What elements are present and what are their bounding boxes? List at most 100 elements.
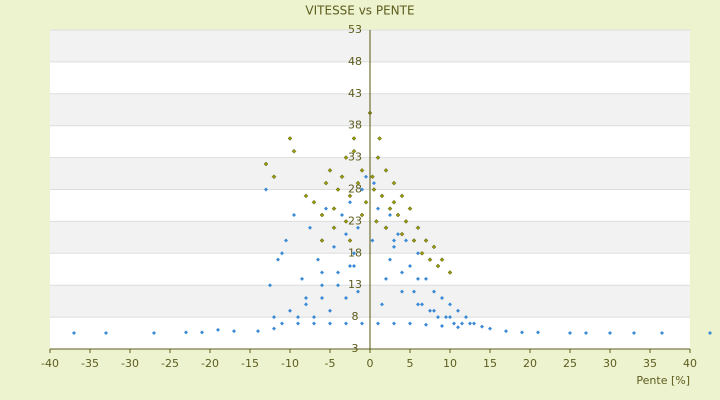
point <box>375 155 381 160</box>
point <box>339 174 345 180</box>
point <box>456 308 460 313</box>
point <box>284 238 288 243</box>
point <box>312 315 316 320</box>
point <box>388 257 392 262</box>
point <box>280 251 284 256</box>
point <box>415 225 421 231</box>
point <box>370 238 375 243</box>
point <box>363 199 369 205</box>
point <box>320 295 324 300</box>
point <box>408 264 412 269</box>
point <box>504 329 508 334</box>
point <box>331 206 337 211</box>
y-tick-label: 53 <box>348 23 362 36</box>
point <box>456 325 460 330</box>
point <box>660 331 664 336</box>
point <box>104 331 108 336</box>
point <box>464 315 468 320</box>
point <box>347 238 353 243</box>
chart-title: VITESSE vs PENTE <box>305 4 414 18</box>
x-axis-label: Pente [%] <box>636 374 690 387</box>
point <box>404 238 408 243</box>
point <box>632 331 636 336</box>
point <box>520 330 524 335</box>
point <box>328 308 332 313</box>
point <box>431 244 437 250</box>
point <box>348 264 352 269</box>
point <box>400 270 404 275</box>
x-tick-label: 40 <box>683 357 697 370</box>
point <box>391 199 397 205</box>
point <box>374 219 379 224</box>
point <box>263 161 269 167</box>
point <box>387 206 393 211</box>
point <box>407 206 413 211</box>
point <box>435 263 441 269</box>
x-tick-label: 5 <box>407 357 414 370</box>
point <box>280 321 284 326</box>
point <box>480 324 484 329</box>
point <box>392 244 396 249</box>
point <box>344 232 348 237</box>
point <box>256 329 260 334</box>
x-tick-label: -30 <box>121 357 139 370</box>
point <box>287 136 293 141</box>
point <box>304 302 308 307</box>
point <box>399 231 405 237</box>
point <box>452 321 456 326</box>
point <box>336 270 340 275</box>
point <box>343 155 349 160</box>
point <box>344 321 348 326</box>
point <box>423 238 429 243</box>
point <box>432 289 436 294</box>
point <box>152 331 156 336</box>
point <box>331 225 337 231</box>
point <box>359 212 365 218</box>
x-tick-label: 20 <box>523 357 537 370</box>
point <box>411 238 417 243</box>
point <box>428 308 432 313</box>
point <box>312 321 316 326</box>
point <box>344 295 348 300</box>
point <box>448 315 452 320</box>
point <box>419 250 425 256</box>
point <box>324 206 328 211</box>
point <box>416 251 420 256</box>
point <box>291 148 297 154</box>
y-tick-label: 8 <box>352 310 359 323</box>
point <box>72 331 76 336</box>
point <box>440 324 444 329</box>
x-tick-label: 15 <box>483 357 497 370</box>
point <box>420 302 424 307</box>
point <box>319 238 325 243</box>
point <box>384 276 388 281</box>
point <box>351 148 357 154</box>
point <box>288 308 292 313</box>
point <box>319 212 325 218</box>
point <box>304 295 308 300</box>
point <box>308 225 312 230</box>
point <box>447 270 453 275</box>
point <box>460 321 464 326</box>
point <box>372 181 376 186</box>
point <box>200 330 204 335</box>
point <box>364 174 368 179</box>
point <box>360 321 364 326</box>
point <box>356 225 360 230</box>
x-tick-label: 25 <box>563 357 577 370</box>
x-tick-label: 35 <box>643 357 657 370</box>
y-tick-label: 23 <box>348 214 362 227</box>
point <box>391 180 397 186</box>
point <box>608 331 612 336</box>
point <box>408 321 412 326</box>
point <box>352 251 356 256</box>
point <box>352 264 356 269</box>
point <box>264 187 268 192</box>
point <box>347 193 353 199</box>
point <box>371 187 377 192</box>
point <box>448 302 452 307</box>
point <box>568 331 572 336</box>
point <box>320 270 324 275</box>
point <box>379 193 385 199</box>
